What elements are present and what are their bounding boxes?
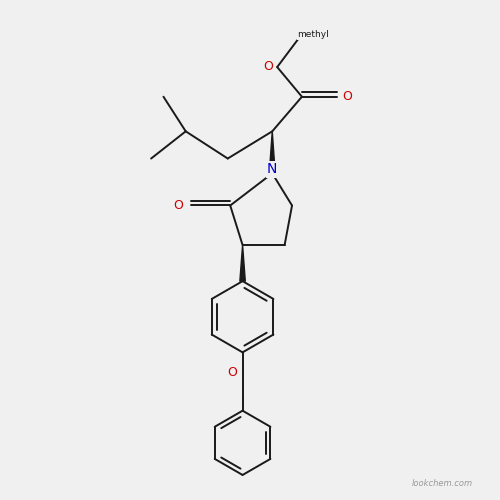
Text: methyl: methyl — [298, 30, 329, 40]
Text: lookchem.com: lookchem.com — [412, 480, 472, 488]
Polygon shape — [270, 132, 275, 173]
Text: N: N — [267, 162, 278, 176]
Text: O: O — [174, 199, 183, 212]
Text: O: O — [342, 90, 352, 103]
Text: O: O — [227, 366, 236, 379]
Text: O: O — [264, 60, 273, 72]
Polygon shape — [240, 245, 246, 281]
